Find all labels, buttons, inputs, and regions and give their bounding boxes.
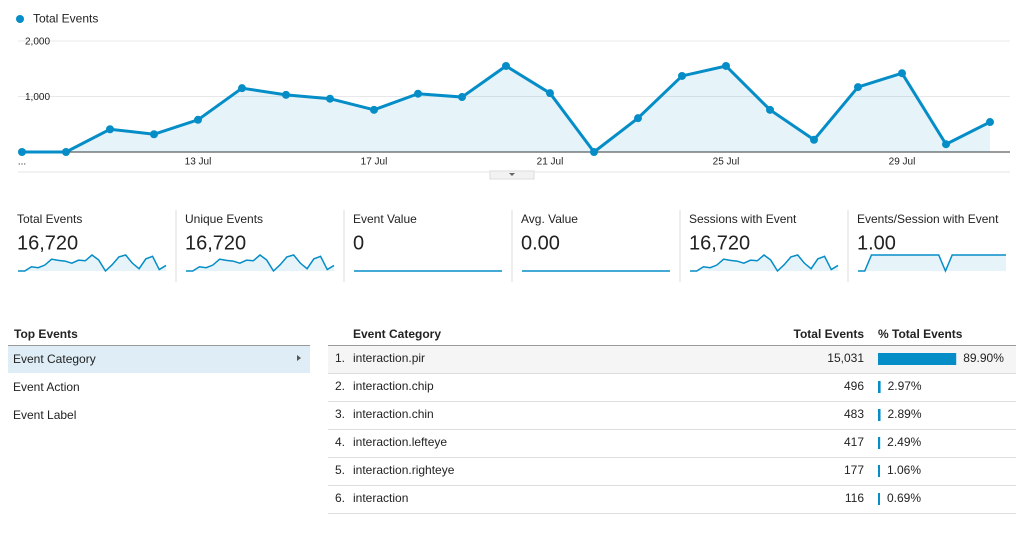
data-point (370, 105, 378, 114)
data-point (722, 61, 730, 70)
scorecard-value: 0 (353, 232, 364, 254)
row-category[interactable]: interaction (353, 491, 408, 505)
series-area (22, 65, 990, 152)
item-arrow (297, 355, 301, 361)
percent-bar (878, 493, 880, 505)
row-rank: 2. (335, 379, 345, 393)
collapse-arrow (509, 173, 515, 176)
data-point (546, 89, 554, 98)
data-point (194, 115, 202, 124)
table-header: Total Events (794, 327, 865, 341)
x-tick-label: ... (18, 157, 26, 168)
scorecard-value: 16,720 (689, 232, 750, 254)
percent-label: 2.49% (887, 435, 921, 449)
legend-label: Total Events (33, 12, 98, 26)
data-point (678, 71, 686, 80)
x-tick-label: 17 Jul (361, 157, 388, 168)
data-point (106, 125, 114, 134)
row-total: 116 (845, 491, 864, 505)
percent-label: 0.69% (887, 491, 921, 505)
y-tick-label: 2,000 (25, 37, 50, 48)
sidebar-item[interactable]: Event Category (13, 352, 96, 366)
row-rank: 3. (335, 407, 345, 421)
data-point (986, 118, 994, 127)
row-category[interactable]: interaction.chip (353, 379, 434, 393)
x-tick-label: 29 Jul (889, 157, 916, 168)
data-point (282, 90, 290, 99)
sparkline (858, 254, 1006, 273)
scorecard-value: 0.00 (521, 232, 560, 254)
x-tick-label: 21 Jul (537, 157, 564, 168)
x-tick-label: 13 Jul (185, 157, 212, 168)
row-category[interactable]: interaction.lefteye (353, 435, 447, 449)
data-point (414, 89, 422, 98)
row-total: 417 (844, 435, 864, 449)
percent-bar (878, 381, 881, 393)
table-header: Event Category (353, 327, 441, 341)
percent-label: 1.06% (887, 463, 921, 477)
sidebar-item[interactable]: Event Action (13, 380, 80, 394)
data-point (502, 61, 510, 70)
sparkline (186, 254, 335, 273)
scorecard-value: 16,720 (17, 232, 78, 254)
data-point (18, 148, 26, 156)
sparkline-area (186, 255, 334, 271)
data-point (766, 105, 774, 114)
sparkline (690, 254, 839, 273)
selected-item-bg (8, 346, 310, 373)
data-point (238, 84, 246, 93)
percent-label: 89.90% (963, 351, 1004, 365)
y-tick-label: 1,000 (25, 92, 50, 103)
sidebar-title: Top Events (14, 327, 78, 341)
data-point (898, 69, 906, 78)
data-point (590, 148, 598, 156)
sparkline-area (858, 255, 1006, 271)
x-tick-label: 25 Jul (713, 157, 740, 168)
percent-bar (878, 409, 881, 421)
scorecard-label: Total Events (17, 212, 82, 226)
data-point (634, 114, 642, 123)
legend-marker (16, 15, 24, 23)
row-rank: 6. (335, 491, 345, 505)
sparkline-area (18, 255, 166, 271)
table-header: % Total Events (878, 327, 963, 341)
scorecard-label: Avg. Value (521, 212, 578, 226)
sidebar-item[interactable]: Event Label (13, 408, 76, 422)
row-total: 177 (844, 463, 864, 477)
sparkline-area (690, 255, 838, 271)
data-point (810, 135, 818, 144)
percent-bar (878, 437, 881, 449)
percent-label: 2.89% (888, 407, 922, 421)
row-rank: 4. (335, 435, 345, 449)
scorecard-label: Events/Session with Event (857, 212, 999, 226)
data-point (150, 130, 158, 139)
scorecard-label: Event Value (353, 212, 417, 226)
row-rank: 1. (335, 351, 345, 365)
row-category[interactable]: interaction.chin (353, 407, 434, 421)
percent-bar (878, 353, 957, 365)
data-point (854, 83, 862, 92)
row-total: 15,031 (827, 351, 864, 365)
row-category[interactable]: interaction.pir (353, 351, 425, 365)
sparkline (18, 254, 167, 273)
data-point (62, 148, 70, 156)
scorecard-label: Unique Events (185, 212, 263, 226)
data-point (942, 140, 950, 149)
row-total: 483 (844, 407, 864, 421)
row-rank: 5. (335, 463, 345, 477)
row-category[interactable]: interaction.righteye (353, 463, 455, 477)
scorecard-value: 16,720 (185, 232, 246, 254)
row-total: 496 (844, 379, 864, 393)
data-point (326, 94, 334, 103)
data-point (458, 93, 466, 102)
scorecard-value: 1.00 (857, 232, 896, 254)
percent-label: 2.97% (888, 379, 922, 393)
percent-bar (878, 465, 880, 477)
scorecard-label: Sessions with Event (689, 212, 797, 226)
